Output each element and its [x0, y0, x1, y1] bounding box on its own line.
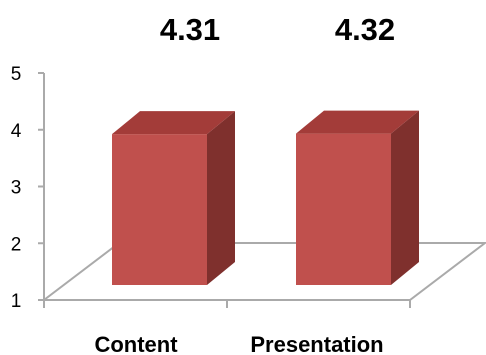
category-label-presentation: Presentation: [250, 332, 383, 355]
bar-front-presentation: [296, 133, 391, 285]
y-tick-label: 3: [11, 178, 22, 199]
bar-top-presentation: [296, 110, 419, 134]
bar-front-content: [112, 134, 207, 285]
labels-layer: Content 4.31 Presentation 4.32: [94, 12, 395, 355]
data-label-content: 4.31: [160, 12, 220, 47]
category-label-content: Content: [94, 332, 178, 355]
data-label-presentation: 4.32: [335, 12, 395, 47]
bar-top-content: [112, 111, 235, 135]
y-tick-label: 4: [11, 121, 22, 142]
y-tick-label: 5: [11, 64, 22, 85]
bar-side-presentation: [391, 110, 419, 285]
bars-layer: [112, 110, 419, 285]
y-tick-label: 1: [11, 291, 22, 312]
axes: 1 2 3 4 5: [11, 64, 411, 312]
bar-side-content: [207, 111, 235, 285]
y-tick-label: 2: [11, 234, 22, 255]
